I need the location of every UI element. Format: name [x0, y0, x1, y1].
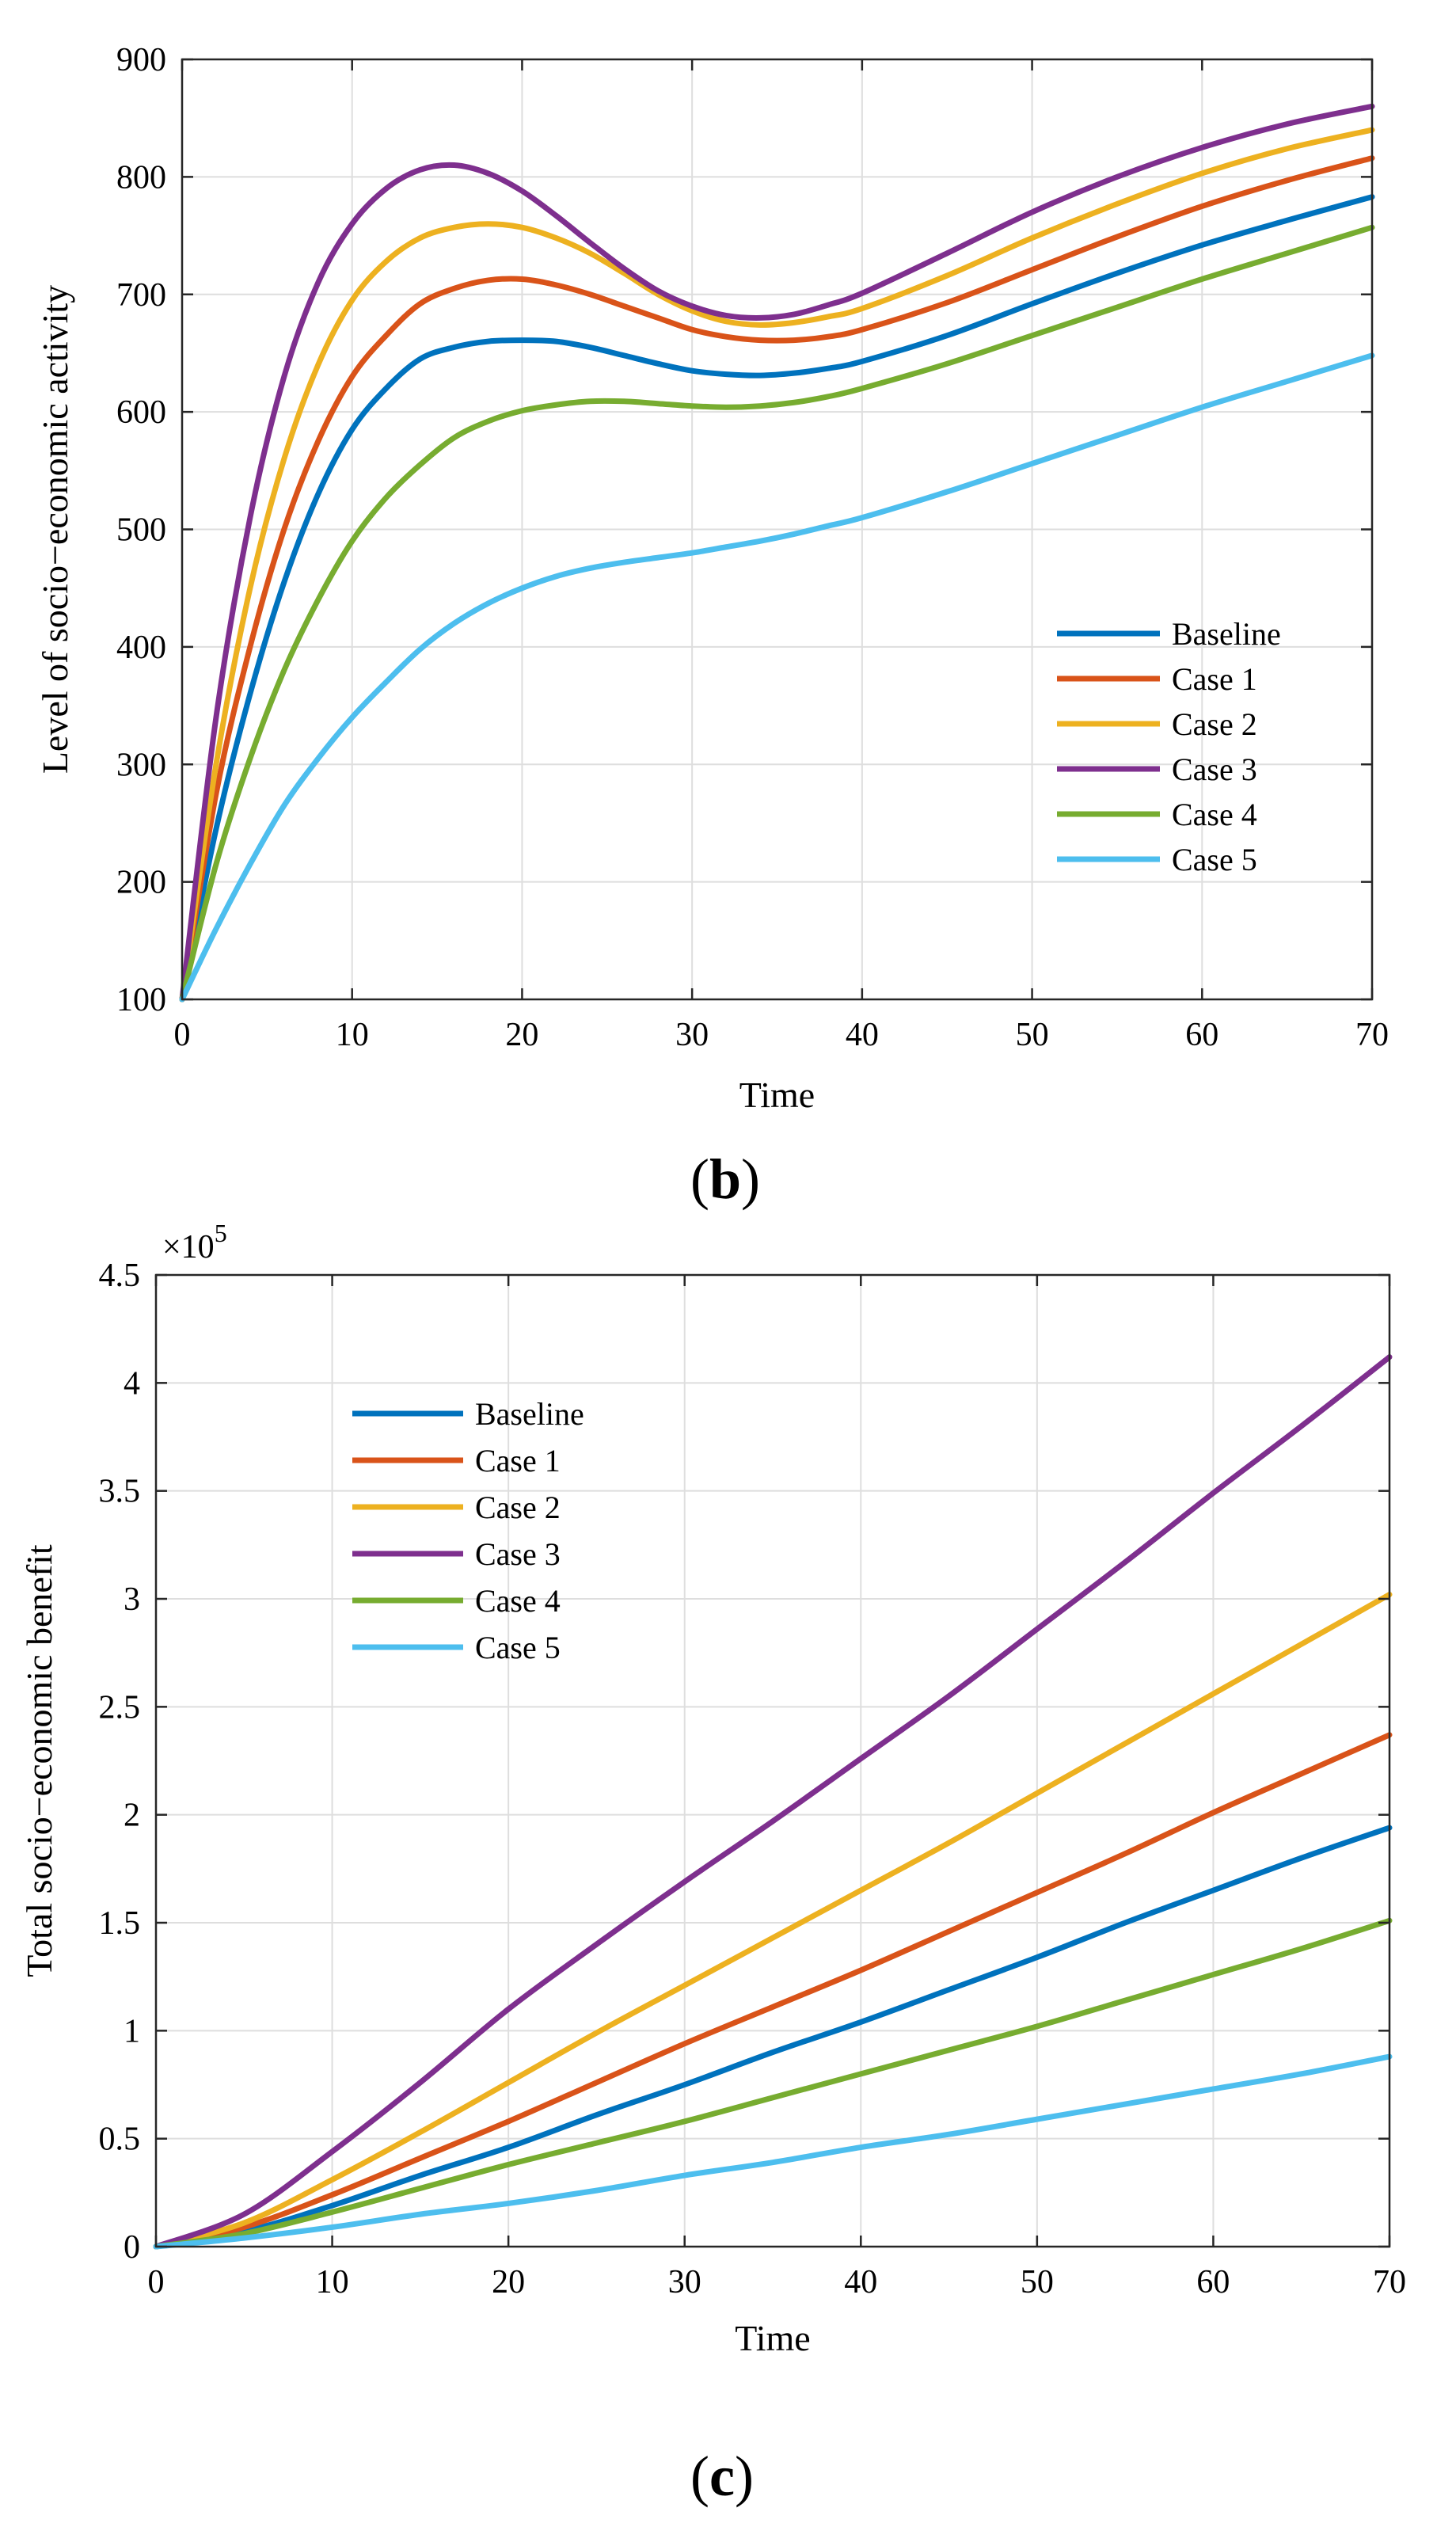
- y-tick-label: 3: [124, 1581, 140, 1618]
- x-tick-label: 70: [1373, 2264, 1406, 2300]
- y-tick-label: 4.5: [99, 1258, 141, 1294]
- legend: Baseline Case 1 Case 2 Case 3 Case 4 Case 5: [1057, 616, 1281, 877]
- series-line-case-1: [153, 1732, 1393, 2250]
- y-exponent-label: ×105: [162, 1219, 227, 1265]
- series-line-baseline: [153, 1825, 1393, 2250]
- x-tick-label: 20: [505, 1017, 538, 1053]
- x-tick-label: 10: [316, 2264, 349, 2300]
- axes-box: [154, 1273, 1391, 2248]
- legend-label: Case 4: [475, 1583, 561, 1619]
- y-tick-label: 500: [116, 512, 166, 549]
- x-tick-label: 10: [336, 1017, 369, 1053]
- y-tick-label: 1.5: [99, 1905, 141, 1942]
- legend-label: Case 3: [475, 1536, 561, 1572]
- y-tick-label: 2: [124, 1798, 140, 1834]
- legend-label: Case 2: [475, 1490, 561, 1525]
- legend-label: Case 2: [1172, 706, 1257, 742]
- y-tick-label: 200: [116, 865, 166, 901]
- y-tick-label: 0: [124, 2229, 140, 2266]
- x-tick-label: 0: [148, 2264, 165, 2300]
- series-line-case-3: [153, 1354, 1393, 2250]
- legend-label: Case 5: [1172, 842, 1257, 877]
- y-axis-label: Total socio−economic benefit: [19, 1544, 59, 1977]
- y-tick-label: 100: [116, 982, 166, 1018]
- series-line-case-3: [179, 103, 1375, 1003]
- legend-label: Case 3: [1172, 752, 1257, 787]
- y-tick-label: 800: [116, 159, 166, 196]
- legend-label: Case 4: [1172, 797, 1257, 832]
- y-axis-label: Level of socio−economic activity: [35, 285, 75, 774]
- y-exponent-power: 5: [215, 1219, 227, 1247]
- panel-label-c-letter: c: [709, 2445, 735, 2508]
- series-line-case-2: [153, 1592, 1393, 2250]
- y-tick-label: 2.5: [99, 1689, 141, 1726]
- x-tick-label: 60: [1196, 2264, 1230, 2300]
- y-tick-label: 700: [116, 277, 166, 314]
- panel-label-b-letter: b: [709, 1147, 742, 1211]
- y-tick-label: 1: [124, 2013, 140, 2049]
- y-tick-label: 600: [116, 394, 166, 431]
- legend-label: Case 5: [475, 1630, 561, 1665]
- x-tick-label: 40: [846, 1017, 879, 1053]
- x-tick-label: 70: [1355, 1017, 1389, 1053]
- series-line-case-2: [179, 127, 1375, 1003]
- panel-label-c: (c): [690, 2445, 754, 2508]
- y-tick-label: 900: [116, 42, 166, 78]
- legend-label: Baseline: [475, 1396, 584, 1432]
- series-line-case-5: [179, 352, 1375, 1003]
- chart-c: 0 10 20 30 40 50 60 70 0 0.5 1 1.5 2 2.5 3 3.5 4 4.5 ×105 T…: [19, 1219, 1406, 2358]
- panel-label-b: (b): [690, 1147, 761, 1211]
- series-line-case-5: [153, 2053, 1393, 2250]
- y-tick-label: 0.5: [99, 2122, 141, 2158]
- x-tick-label: 20: [492, 2264, 525, 2300]
- chart-b: 0 10 20 30 40 50 60 70 100 200 300 400 500 600 700 800 9…: [35, 42, 1389, 1115]
- x-tick-label: 60: [1185, 1017, 1218, 1053]
- x-tick-label: 50: [1021, 2264, 1054, 2300]
- y-tick-label: 4: [124, 1365, 140, 1402]
- y-tick-label: 400: [116, 630, 166, 666]
- y-tick-label: 300: [116, 747, 166, 783]
- y-tick-label: 3.5: [99, 1474, 141, 1510]
- legend-label: Baseline: [1172, 616, 1281, 652]
- plot-area: [156, 1275, 1389, 2247]
- series-line-case-1: [179, 155, 1375, 1003]
- legend: Baseline Case 1 Case 2 Case 3 Case 4 Case 5: [352, 1396, 584, 1665]
- x-axis-label: Time: [735, 2318, 810, 2358]
- x-axis-label: Time: [739, 1075, 815, 1115]
- legend-label: Case 1: [475, 1443, 561, 1478]
- legend-label: Case 1: [1172, 661, 1257, 697]
- x-tick-label: 50: [1016, 1017, 1049, 1053]
- series-line-baseline: [179, 194, 1375, 1003]
- x-tick-label: 40: [844, 2264, 877, 2300]
- x-tick-label: 30: [668, 2264, 701, 2300]
- x-tick-label: 30: [675, 1017, 709, 1053]
- series-line-case-4: [153, 1917, 1393, 2250]
- x-tick-label: 0: [174, 1017, 191, 1053]
- series-line-case-4: [179, 224, 1375, 1003]
